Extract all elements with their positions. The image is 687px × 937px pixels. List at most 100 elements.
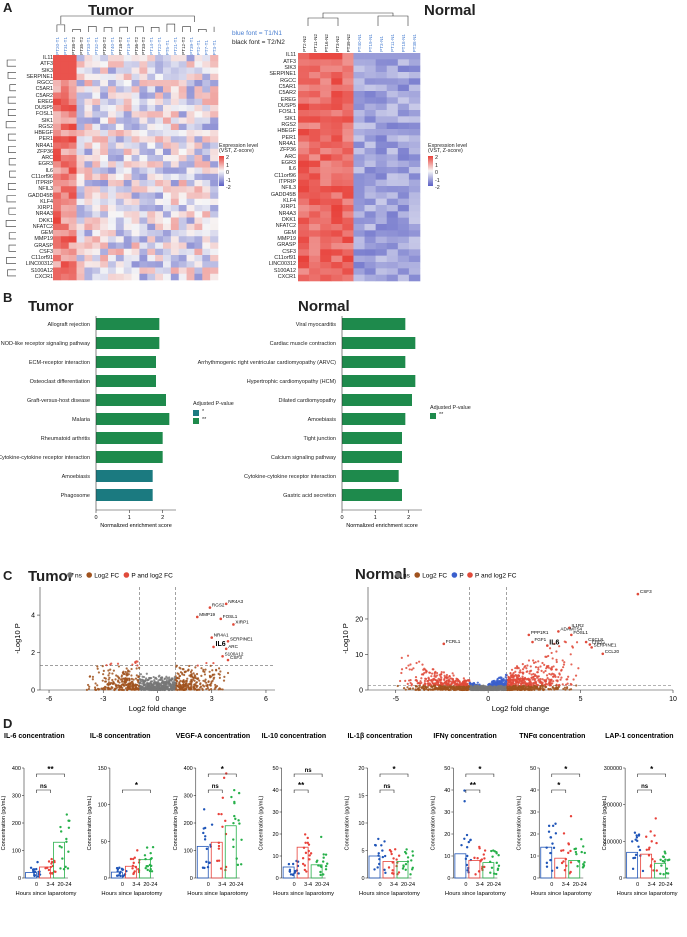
mean-bar [25, 872, 37, 879]
heatmap-cell [320, 173, 332, 180]
heatmap-cell [364, 274, 376, 282]
heatmap-cell [364, 198, 376, 206]
volcano-point [543, 663, 546, 666]
heatmap-cell [408, 198, 421, 206]
data-point [294, 869, 297, 873]
heatmap-cell [386, 230, 399, 237]
heatmap-cell [163, 161, 172, 168]
heatmap-cell [194, 117, 203, 125]
heatmap-cell [84, 155, 93, 162]
volcano-point [145, 672, 148, 675]
heatmap-cell [131, 261, 140, 268]
volcano-point [190, 685, 193, 688]
volcano-point [425, 671, 428, 674]
heatmap-cell [139, 192, 148, 200]
mean-bar [482, 862, 495, 879]
heatmap-cell [68, 123, 77, 131]
data-point [203, 826, 207, 830]
volcano-point [108, 676, 111, 679]
volcano-point [140, 688, 143, 691]
heatmap-cell [309, 53, 321, 60]
data-point [650, 840, 653, 843]
volcano-ytick: 10 [355, 652, 363, 659]
sample-label: PT32-T1 [94, 37, 100, 55]
heatmap-cell [92, 98, 101, 106]
heatmap-cell [298, 192, 310, 199]
data-point [465, 846, 469, 849]
data-point [483, 857, 486, 860]
data-point [393, 848, 397, 851]
heatmap-cell [53, 211, 62, 218]
heatmap-cell [76, 205, 85, 212]
heatmap-cell [298, 110, 310, 117]
heatmap-cell [92, 230, 101, 237]
heatmap-cell [139, 80, 148, 87]
heatmap-cell [375, 173, 388, 180]
heatmap-cell [163, 186, 172, 193]
volcano-point [138, 681, 141, 685]
heatmap-cell [60, 255, 70, 262]
heatmap-cell [375, 224, 388, 231]
heatmap-cell [155, 55, 164, 62]
volcano-point [427, 688, 430, 692]
heatmap-cell [194, 198, 203, 206]
volcano-point [124, 677, 127, 680]
heatmap-cell [147, 142, 156, 150]
volcano-point [570, 633, 573, 637]
heatmap-cell [53, 98, 62, 106]
gene-label: C5AR1 [35, 86, 53, 93]
data-point [115, 874, 119, 877]
volcano-point [555, 684, 558, 687]
heatmap-cell [84, 236, 93, 243]
heatmap-cell [364, 129, 376, 136]
heatmap-cell [147, 123, 156, 131]
heatmap-cell [76, 142, 85, 150]
volcano-point [521, 671, 524, 674]
volcano-point [162, 682, 166, 686]
volcano-point [528, 672, 531, 675]
volcano-point [107, 674, 110, 677]
heatmap-cell [386, 72, 399, 79]
data-point [33, 873, 36, 877]
volcano-point [511, 686, 514, 690]
heatmap-cell [155, 130, 164, 137]
heatmap-cell [202, 67, 211, 75]
volcano-point [217, 688, 220, 691]
heatmap-cell [108, 180, 117, 187]
heatmap-cell [408, 236, 421, 244]
volcano-point [135, 667, 138, 670]
heatmap-cell [342, 97, 354, 104]
data-point [237, 819, 240, 822]
sig-bracket [207, 789, 223, 793]
data-point [652, 869, 655, 872]
volcano-point [574, 674, 578, 677]
volcano-point [170, 686, 173, 689]
data-point [641, 869, 645, 873]
data-point [304, 851, 308, 855]
volcano-point [431, 685, 434, 688]
volcano-point [128, 687, 131, 691]
volcano-point [548, 682, 551, 685]
bar-ytick: 20 [530, 832, 536, 838]
heatmap-cell [194, 123, 203, 131]
data-point [321, 860, 325, 863]
volcano-point [478, 683, 481, 686]
data-point [67, 826, 71, 829]
gene-annotation: S100A12 [225, 651, 244, 656]
volcano-point [560, 668, 563, 671]
sample-label: PT20-T1 [54, 37, 60, 55]
plot-title: IFNγ concentration [433, 733, 496, 740]
volcano-point [537, 678, 540, 681]
data-point [463, 789, 466, 792]
heatmap-cell [210, 98, 219, 106]
heatmap-cell [178, 198, 187, 206]
heatmap-cell [60, 217, 70, 225]
volcano-point [514, 680, 518, 684]
heatmap-cell [194, 55, 203, 62]
plot-title: VEGF-A concentration [176, 733, 250, 740]
volcano-point [562, 663, 566, 666]
heatmap-cell [123, 80, 132, 87]
data-point [59, 825, 62, 829]
volcano-point [447, 688, 450, 691]
heatmap-cell [84, 105, 93, 112]
